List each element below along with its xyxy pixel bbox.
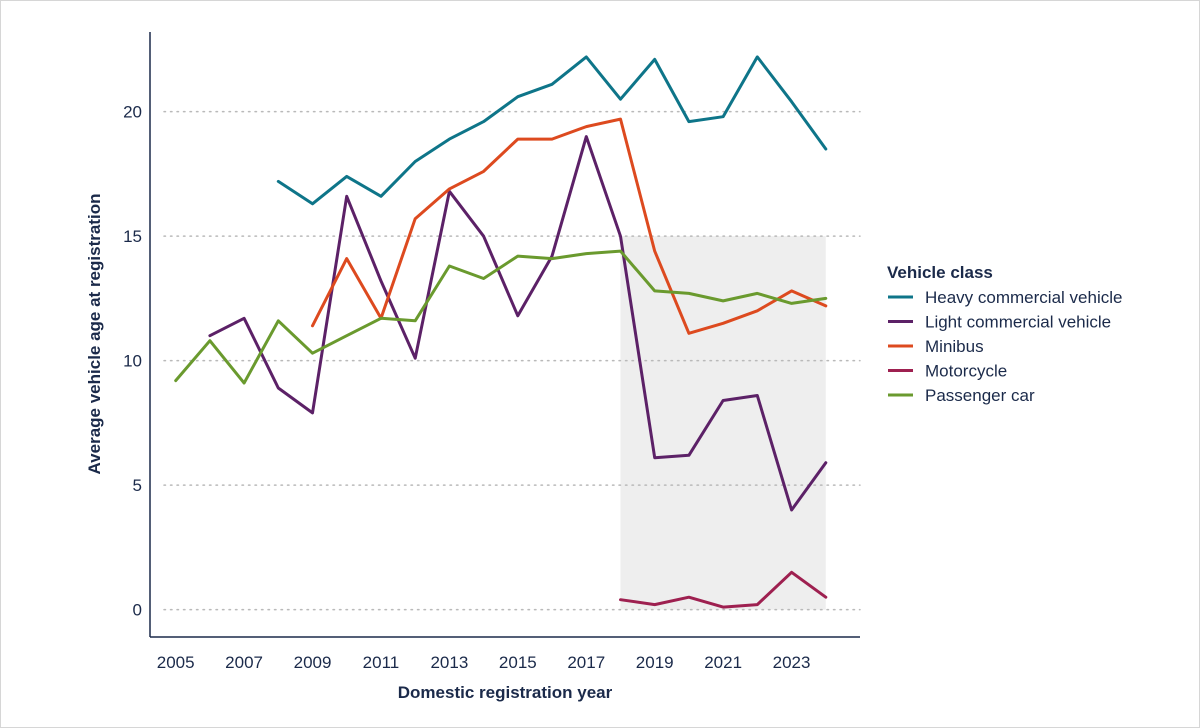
shaded-region-layer (620, 236, 826, 610)
x-axis-title: Domestic registration year (398, 683, 613, 702)
series-line-light-commercial-vehicle (208, 135, 828, 512)
y-tick-label: 5 (133, 476, 142, 495)
legend-label: Heavy commercial vehicle (925, 288, 1122, 307)
axes (149, 32, 860, 638)
gridlines (163, 110, 861, 611)
x-tick-label: 2015 (499, 653, 537, 672)
legend-label: Passenger car (925, 386, 1035, 405)
series-lines (174, 55, 828, 609)
series-line-motorcycle (619, 570, 828, 609)
y-axis-title: Average vehicle age at registration (85, 194, 104, 475)
legend-item-light-commercial-vehicle: Light commercial vehicle (888, 313, 1111, 332)
legend-title: Vehicle class (887, 263, 993, 282)
legend-label: Minibus (925, 337, 984, 356)
legend-label: Motorcycle (925, 362, 1007, 381)
x-tick-label: 2005 (157, 653, 195, 672)
y-tick-label: 10 (123, 352, 142, 371)
y-tick-label: 20 (123, 103, 142, 122)
legend-item-heavy-commercial-vehicle: Heavy commercial vehicle (888, 288, 1122, 307)
legend-item-motorcycle: Motorcycle (888, 362, 1007, 381)
x-tick-label: 2013 (430, 653, 468, 672)
legend-item-minibus: Minibus (888, 337, 984, 356)
legend: Vehicle class Heavy commercial vehicle Li… (887, 263, 1122, 405)
y-tick-label: 15 (123, 227, 142, 246)
x-tick-labels: 2005 2007 2009 2011 2013 2015 2017 2019 2021 2023 (157, 653, 811, 672)
x-tick-label: 2023 (773, 653, 811, 672)
x-tick-label: 2021 (704, 653, 742, 672)
legend-item-passenger-car: Passenger car (888, 386, 1035, 405)
legend-items: Heavy commercial vehicle Light commercial… (888, 288, 1122, 405)
legend-label: Light commercial vehicle (925, 313, 1111, 332)
x-tick-label: 2009 (294, 653, 332, 672)
x-tick-label: 2007 (225, 653, 263, 672)
y-tick-label: 0 (133, 601, 142, 620)
x-tick-label: 2017 (567, 653, 605, 672)
x-tick-label: 2019 (636, 653, 674, 672)
series-line-passenger-car (174, 249, 828, 385)
x-tick-label: 2011 (363, 653, 400, 672)
series-line-minibus (311, 117, 828, 335)
shaded-region (620, 236, 826, 610)
series-line-heavy-commercial-vehicle (276, 55, 828, 206)
y-tick-labels: 0 5 10 15 20 (123, 103, 142, 620)
